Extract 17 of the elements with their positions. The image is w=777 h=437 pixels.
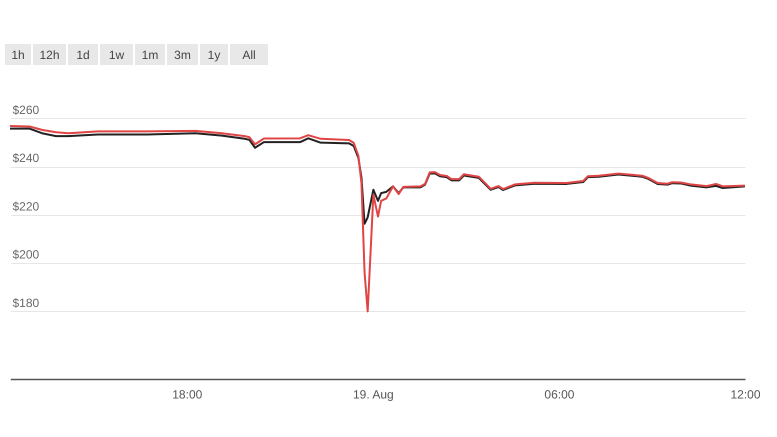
- text: All: [242, 48, 256, 62]
- x-tick-label: 12:00: [730, 388, 761, 402]
- text: 1m: [142, 48, 158, 62]
- text: 1h: [11, 48, 25, 62]
- text: 1y: [208, 48, 220, 62]
- y-tick-label: $180: [12, 296, 40, 310]
- y-tick-label: $200: [12, 248, 40, 262]
- text: 1w: [108, 48, 124, 62]
- y-tick-label: $260: [12, 102, 40, 117]
- text: 12h: [39, 48, 60, 62]
- x-tick-label: 18:00: [172, 388, 203, 402]
- y-tick-label: $240: [12, 151, 40, 166]
- text: 3m: [174, 48, 191, 62]
- x-tick-label: 06:00: [544, 388, 575, 402]
- x-tick-label: 19. Aug: [352, 388, 394, 402]
- text: 1d: [76, 48, 90, 62]
- y-tick-label: $220: [12, 199, 40, 214]
